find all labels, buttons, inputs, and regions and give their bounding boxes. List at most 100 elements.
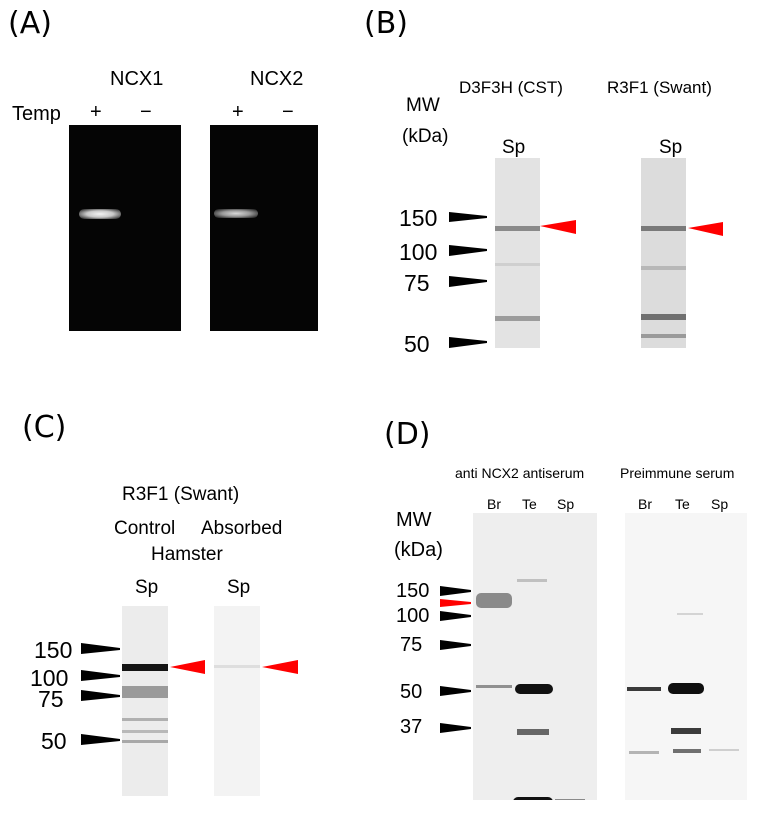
marker-label-c-100: 100 [30, 665, 69, 691]
species-label: Hamster [151, 544, 223, 565]
mw-label-d: MW [396, 509, 432, 531]
lane-label-d-sp: Sp [557, 496, 575, 512]
lane-sign-ncx2-plus: + [232, 101, 244, 123]
blot-band-dp-te-100 [677, 613, 703, 615]
gel-image-ncx2 [210, 125, 318, 331]
blot-lane-b1 [495, 158, 540, 348]
panel-label-b: (B) [364, 6, 408, 41]
marker-arrowhead-d-50 [440, 686, 471, 696]
gene-label-ncx2: NCX2 [250, 68, 304, 90]
lane-label-d-br: Br [487, 496, 501, 512]
lane-label-b1: Sp [502, 137, 526, 158]
blot-membrane-antiserum [473, 513, 597, 800]
blot-band-b1-main [495, 226, 540, 231]
marker-label-b-100: 100 [399, 239, 438, 265]
blot-band-d-te-37 [517, 729, 549, 735]
gene-label-ncx1: NCX1 [110, 68, 164, 90]
gel-band-ncx1 [79, 209, 121, 219]
blot-lane-c-control [122, 606, 168, 796]
serum-label-antiserum: anti NCX2 antiserum [455, 465, 585, 481]
panel-label-d: (D) [384, 417, 431, 452]
blot-band-b1-low [495, 316, 540, 321]
blot-band-dp-br-50 [627, 687, 661, 691]
blot-band-c-control-faint3 [122, 740, 168, 743]
marker-arrowhead-c-50 [81, 734, 120, 745]
panel-label-a: (A) [8, 6, 52, 41]
marker-arrowhead-c-100 [81, 670, 120, 681]
blot-band-d-br-50 [476, 685, 512, 688]
mw-label-b: MW [406, 95, 440, 116]
lane-label-d-te: Te [522, 496, 537, 512]
marker-label-c-50: 50 [41, 728, 67, 754]
marker-arrowhead-d-100 [440, 611, 471, 621]
marker-arrowhead-c-150 [81, 643, 120, 654]
marker-label-d-75: 75 [400, 634, 423, 656]
blot-lane-c-absorbed [214, 606, 260, 796]
marker-arrowhead-b-75 [449, 276, 487, 287]
lane-label-c1: Sp [135, 577, 159, 598]
gel-image-ncx1 [69, 125, 181, 331]
blot-lane-b2 [641, 158, 686, 348]
marker-label-d-50: 50 [400, 681, 423, 703]
template-label: Temp [12, 103, 61, 125]
marker-label-c-150: 150 [34, 637, 73, 663]
blot-band-dp-sp-low [709, 749, 739, 751]
blot-band-d-br-150 [476, 593, 512, 608]
blot-band-d-te-160 [517, 579, 547, 582]
kda-label-d: (kDa) [394, 539, 443, 561]
blot-band-c-control-mid [122, 686, 168, 698]
lane-label-d-pre-te: Te [675, 496, 690, 512]
blot-band-d-sp-low [555, 799, 585, 800]
lane-label-b2: Sp [659, 137, 683, 158]
marker-label-c-75: 75 [38, 686, 64, 712]
marker-arrowhead-d-37 [440, 723, 471, 733]
band-arrowhead-c1 [170, 660, 205, 674]
antibody-label-d3f3h: D3F3H (CST) [459, 78, 563, 97]
lane-sign-ncx2-minus: − [282, 101, 294, 123]
band-arrowhead-b1 [540, 220, 576, 234]
marker-label-b-150: 150 [399, 205, 438, 231]
blot-band-dp-te-37 [671, 728, 701, 734]
marker-label-d-100: 100 [396, 605, 430, 627]
blot-band-dp-te-low [673, 749, 701, 753]
marker-arrowhead-b-100 [449, 245, 487, 256]
marker-arrowhead-d-150 [440, 586, 471, 596]
antibody-label-r3f1: R3F1 (Swant) [607, 78, 712, 97]
blot-band-b1-faint [495, 263, 540, 266]
lane-label-d-pre-br: Br [638, 496, 652, 512]
blot-band-c-absorbed-faint [214, 665, 260, 668]
blot-band-b2-faint [641, 266, 686, 270]
blot-band-d-te-50 [515, 684, 553, 694]
blot-band-c-control-faint2 [122, 730, 168, 733]
panel-label-c: (C) [22, 410, 67, 445]
blot-band-b2-lowest [641, 334, 686, 338]
lane-label-d-pre-sp: Sp [711, 496, 729, 512]
kda-label-b: (kDa) [402, 126, 449, 147]
blot-band-b2-low [641, 314, 686, 320]
marker-arrowhead-d-red [440, 599, 471, 607]
marker-label-b-75: 75 [404, 270, 430, 296]
band-arrowhead-b2 [688, 222, 723, 236]
blot-band-b2-main [641, 226, 686, 231]
lane-sign-ncx1-minus: − [140, 101, 152, 123]
marker-arrowhead-c-75 [81, 690, 120, 701]
blot-band-dp-te-50 [668, 683, 704, 694]
blot-band-c-control-main [122, 664, 168, 671]
marker-label-d-37: 37 [400, 716, 423, 738]
lane-label-c2: Sp [227, 577, 251, 598]
serum-label-preimmune: Preimmune serum [620, 465, 735, 481]
marker-arrowhead-b-150 [449, 212, 487, 222]
marker-label-d-150: 150 [396, 580, 430, 602]
blot-band-d-te-low [513, 797, 553, 800]
marker-arrowhead-d-75 [440, 640, 471, 650]
blot-membrane-preimmune [625, 513, 747, 800]
lane-sign-ncx1-plus: + [90, 101, 102, 123]
blot-band-c-control-faint1 [122, 718, 168, 721]
gel-band-ncx2 [214, 209, 258, 218]
blot-band-dp-br-low [629, 751, 659, 754]
band-arrowhead-c2 [262, 660, 298, 674]
condition-label-absorbed: Absorbed [201, 518, 283, 539]
condition-label-control: Control [114, 518, 176, 539]
marker-arrowhead-b-50 [449, 337, 487, 348]
